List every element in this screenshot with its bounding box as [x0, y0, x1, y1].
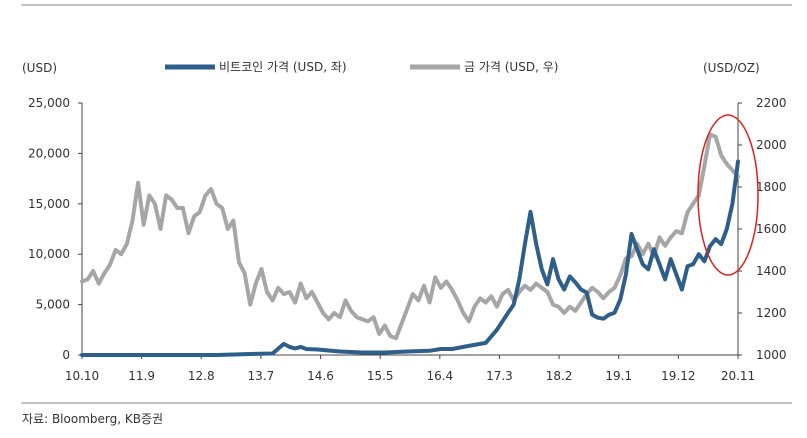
x-axis-ticks: 10.10 11.9 12.8 13.7 14.6 15.5 16.4 17.3 18.2 19.… — [65, 355, 755, 383]
axes — [81, 103, 739, 356]
left-tick-label: 0 — [62, 348, 70, 362]
x-tick-label: 11.9 — [128, 369, 155, 383]
left-tick-label: 25,000 — [28, 96, 70, 110]
bitcoin-price-line — [80, 159, 740, 357]
right-axis-ticks: 1000 1200 1400 1600 1800 2000 2200 — [738, 96, 787, 362]
right-tick-label: 1000 — [756, 348, 787, 362]
right-axis-unit: (USD/OZ) — [703, 61, 760, 75]
right-tick-label: 2200 — [756, 96, 787, 110]
highlight-ellipse — [697, 114, 759, 276]
left-tick-label: 5,000 — [36, 298, 70, 312]
x-tick-label: 12.8 — [188, 369, 215, 383]
source-note: 자료: Bloomberg, KB증권 — [22, 412, 164, 426]
left-tick-label: 20,000 — [28, 146, 70, 160]
x-tick-label: 13.7 — [248, 369, 275, 383]
x-tick-label: 16.4 — [426, 369, 453, 383]
x-tick-label: 20.11 — [721, 369, 755, 383]
right-tick-label: 2000 — [756, 138, 787, 152]
x-tick-label: 14.6 — [307, 369, 334, 383]
x-tick-label: 10.10 — [65, 369, 99, 383]
x-tick-label: 19.1 — [605, 369, 632, 383]
left-axis-unit: (USD) — [22, 61, 57, 75]
gold-price-line — [80, 132, 740, 341]
right-tick-label: 1600 — [756, 222, 787, 236]
left-tick-label: 10,000 — [28, 247, 70, 261]
legend: 비트코인 가격 (USD, 좌) 금 가격 (USD, 우) — [165, 60, 558, 74]
x-tick-label: 18.2 — [546, 369, 573, 383]
x-tick-label: 15.5 — [367, 369, 394, 383]
legend-bitcoin-label: 비트코인 가격 (USD, 좌) — [219, 60, 347, 74]
right-tick-label: 1200 — [756, 306, 787, 320]
left-axis-ticks: 0 5,000 10,000 15,000 20,000 25,000 — [28, 96, 82, 362]
series-layer — [80, 132, 740, 357]
left-tick-label: 15,000 — [28, 197, 70, 211]
right-tick-label: 1800 — [756, 180, 787, 194]
x-tick-label: 19.12 — [661, 369, 695, 383]
legend-gold-label: 금 가격 (USD, 우) — [464, 60, 558, 74]
highlight-layer — [697, 114, 759, 276]
x-tick-label: 17.3 — [486, 369, 513, 383]
right-tick-label: 1400 — [756, 264, 787, 278]
